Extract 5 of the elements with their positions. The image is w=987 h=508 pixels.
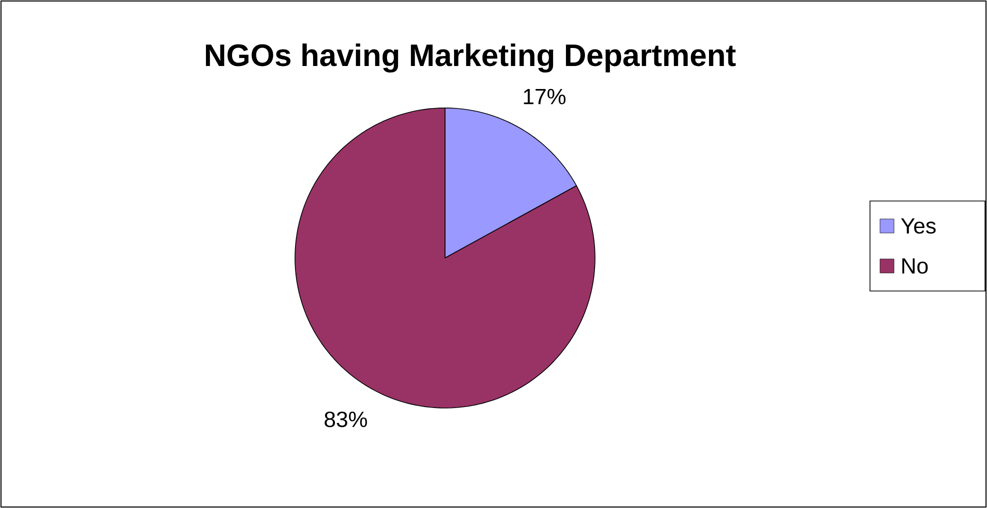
legend-label: No xyxy=(902,258,928,274)
chart-title: NGOs having Marketing Department xyxy=(206,43,736,73)
data-label: 17% xyxy=(524,88,566,104)
data-label: 83% xyxy=(324,412,367,428)
legend-label: Yes xyxy=(901,218,936,234)
